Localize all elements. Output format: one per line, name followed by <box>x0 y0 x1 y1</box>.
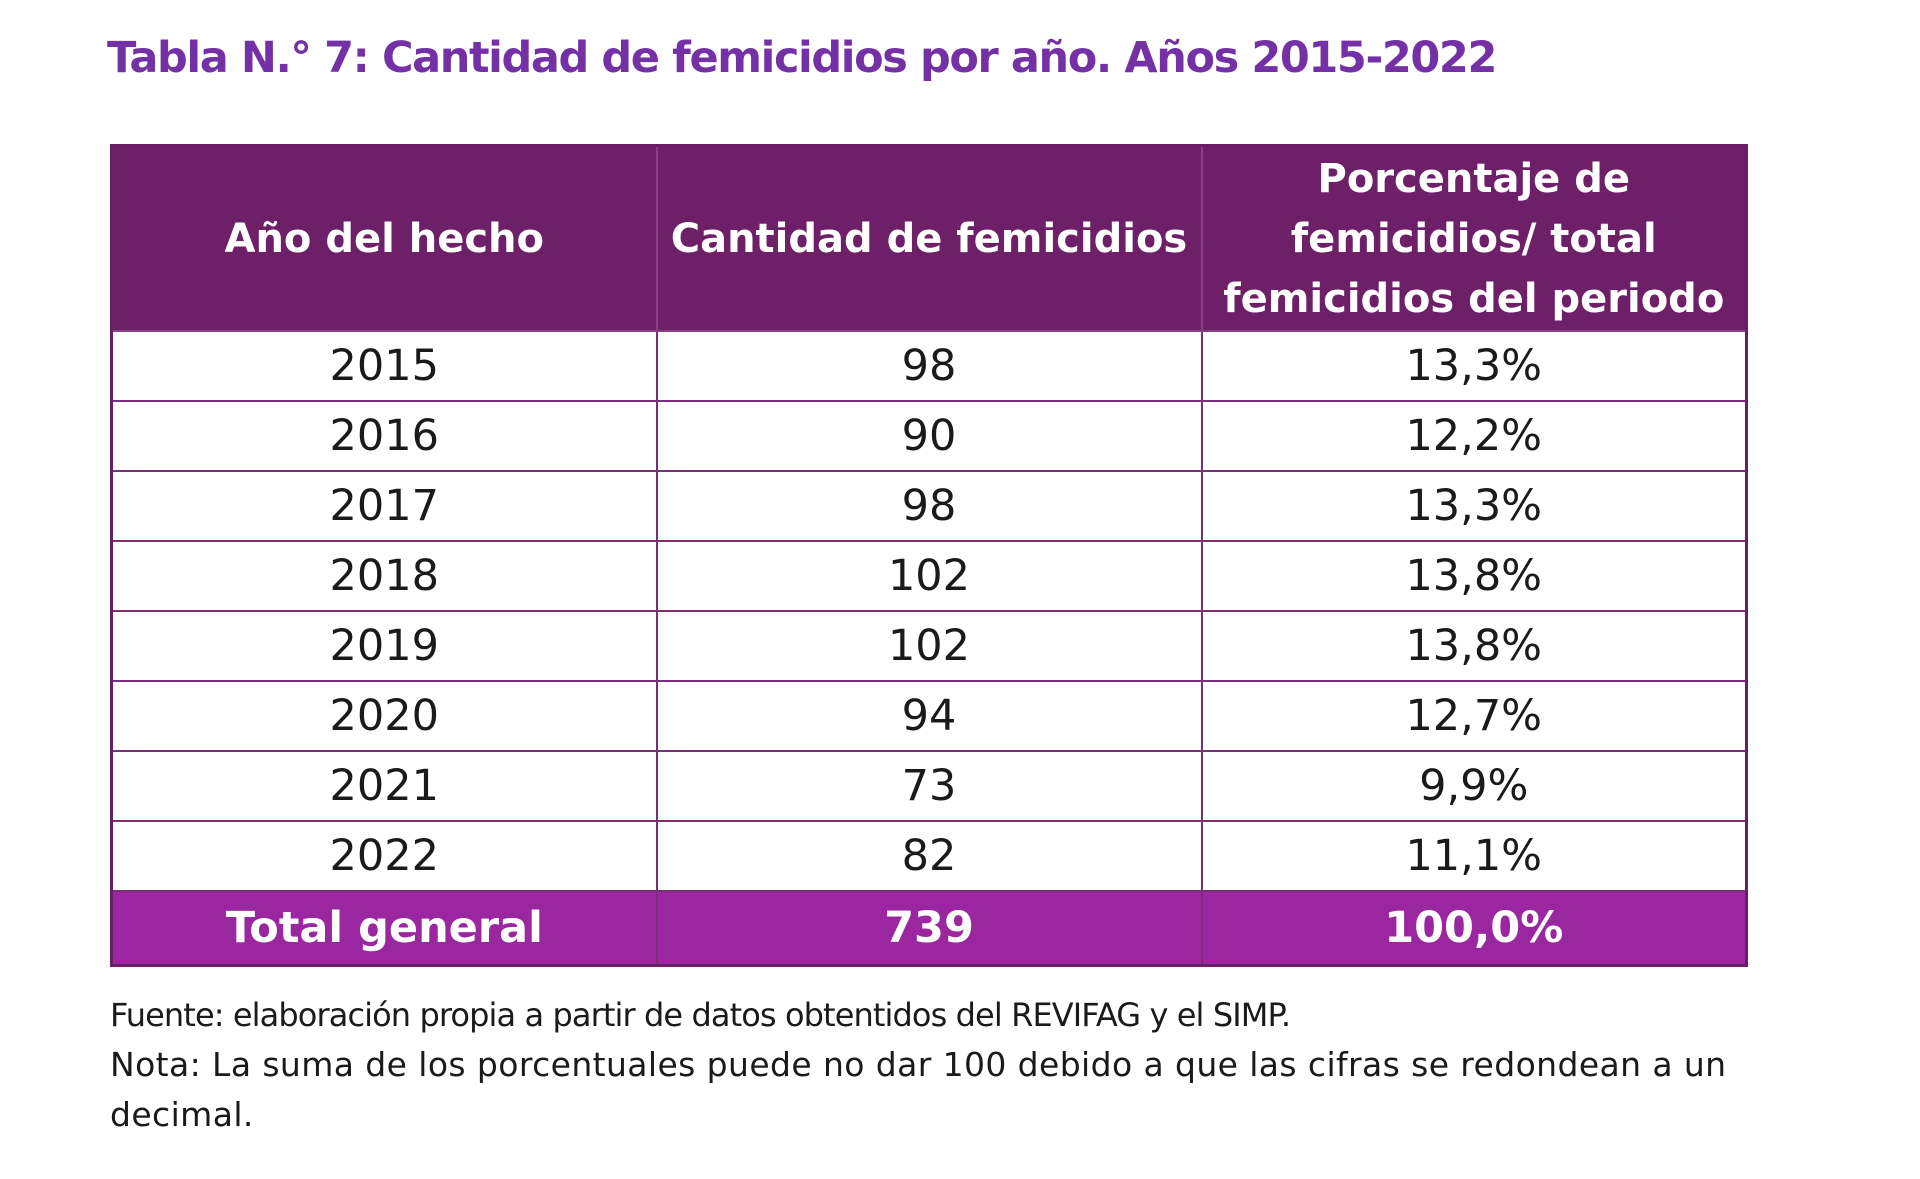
cell-percentage: 13,8% <box>1200 540 1748 612</box>
cell-year: 2022 <box>110 820 658 892</box>
cell-count: 102 <box>655 610 1203 682</box>
header-percentage: Porcentaje de femicidios/ total femicidi… <box>1200 144 1748 332</box>
cell-year: 2018 <box>110 540 658 612</box>
cell-percentage: 13,8% <box>1200 610 1748 682</box>
source-note: Fuente: elaboración propia a partir de d… <box>110 996 1291 1034</box>
footnote: Nota: La suma de los porcentuales puede … <box>110 1045 1727 1134</box>
cell-percentage: 12,2% <box>1200 400 1748 472</box>
cell-year: 2017 <box>110 470 658 542</box>
cell-year: 2015 <box>110 330 658 402</box>
table-header-row: Año del hecho Cantidad de femicidios Por… <box>110 144 1748 332</box>
cell-count: 98 <box>655 470 1203 542</box>
cell-count: 102 <box>655 540 1203 612</box>
cell-count: 73 <box>655 750 1203 822</box>
header-count: Cantidad de femicidios <box>655 144 1203 332</box>
cell-year: 2016 <box>110 400 658 472</box>
table-row: 2018 102 13,8% <box>110 540 1748 612</box>
total-label: Total general <box>110 890 658 967</box>
cell-percentage: 13,3% <box>1200 330 1748 402</box>
table-total-row: Total general 739 100,0% <box>110 890 1748 967</box>
cell-count: 82 <box>655 820 1203 892</box>
table-row: 2022 82 11,1% <box>110 820 1748 892</box>
cell-percentage: 12,7% <box>1200 680 1748 752</box>
table-row: 2021 73 9,9% <box>110 750 1748 822</box>
cell-year: 2021 <box>110 750 658 822</box>
femicide-table: Año del hecho Cantidad de femicidios Por… <box>110 144 1748 967</box>
total-count: 739 <box>655 890 1203 967</box>
cell-percentage: 13,3% <box>1200 470 1748 542</box>
table-row: 2020 94 12,7% <box>110 680 1748 752</box>
table-title: Tabla N.° 7: Cantidad de femicidios por … <box>107 33 1497 83</box>
cell-count: 98 <box>655 330 1203 402</box>
header-year: Año del hecho <box>110 144 658 332</box>
table-row: 2019 102 13,8% <box>110 610 1748 682</box>
cell-count: 94 <box>655 680 1203 752</box>
table-row: 2015 98 13,3% <box>110 330 1748 402</box>
cell-percentage: 9,9% <box>1200 750 1748 822</box>
cell-year: 2020 <box>110 680 658 752</box>
table-row: 2017 98 13,3% <box>110 470 1748 542</box>
cell-count: 90 <box>655 400 1203 472</box>
femicide-table-container: Año del hecho Cantidad de femicidios Por… <box>110 144 1748 967</box>
cell-percentage: 11,1% <box>1200 820 1748 892</box>
table-row: 2016 90 12,2% <box>110 400 1748 472</box>
cell-year: 2019 <box>110 610 658 682</box>
total-percentage: 100,0% <box>1200 890 1748 967</box>
